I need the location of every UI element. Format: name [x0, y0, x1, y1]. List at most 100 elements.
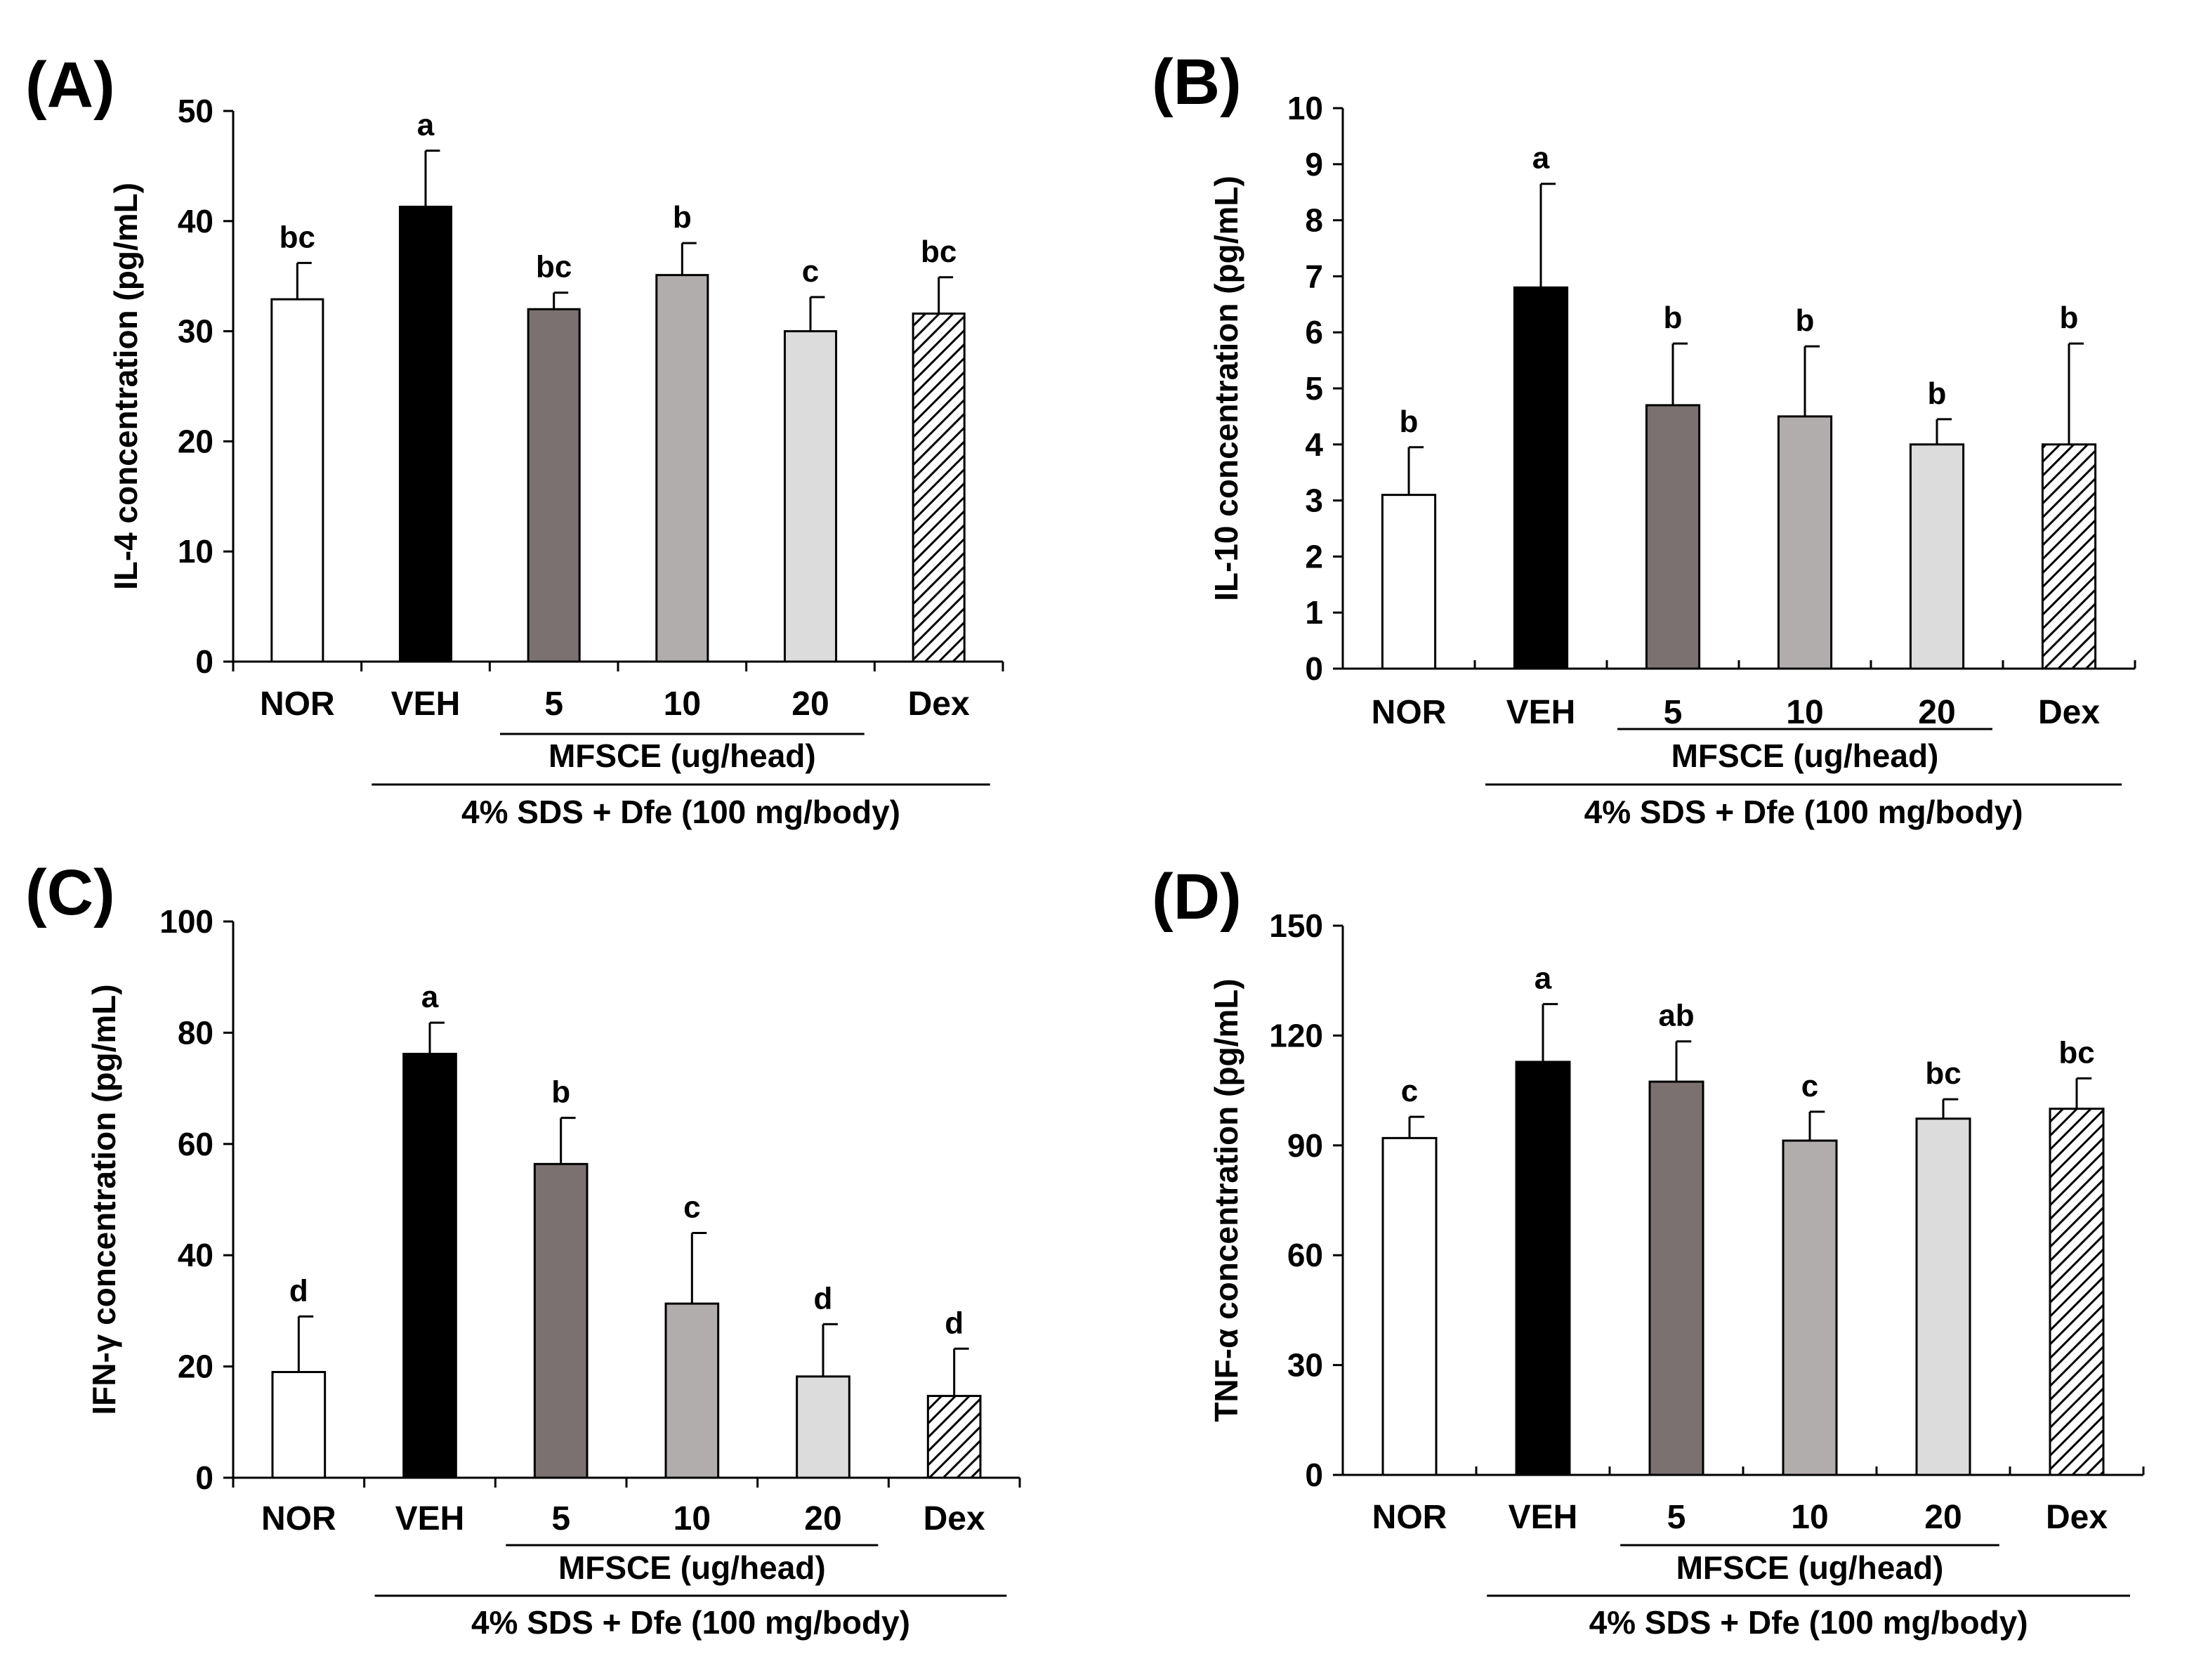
x-category-label: 5 [1667, 1499, 1686, 1536]
group-label: MFSCE (ug/head) [548, 737, 816, 774]
bar-veh [1515, 1061, 1571, 1476]
bar-20 [1915, 1117, 1971, 1476]
significance-letter: d [814, 1281, 833, 1315]
bar-nor [1381, 494, 1437, 670]
group-label: MFSCE (ug/head) [1676, 1549, 1944, 1586]
x-category-label: 20 [791, 685, 829, 723]
treatment-label: 4% SDS + Dfe (100 mg/body) [1584, 794, 2023, 830]
significance-letter: b [2060, 301, 2079, 335]
significance-letter: d [945, 1306, 964, 1340]
y-tick-label: 150 [1269, 907, 1323, 944]
significance-letter: bc [536, 250, 572, 284]
significance-letter: bc [921, 235, 957, 269]
bar-veh [1513, 286, 1569, 670]
bar-5 [527, 308, 581, 663]
treatment-label: 4% SDS + Dfe (100 mg/body) [461, 794, 900, 830]
y-tick-label: 50 [178, 93, 213, 129]
y-tick-label: 30 [178, 313, 213, 350]
x-category-label: VEH [1509, 1499, 1578, 1536]
y-tick-label: 5 [1305, 370, 1323, 407]
significance-letter: c [683, 1190, 700, 1225]
x-category-label: 10 [674, 1500, 711, 1537]
y-tick-label: 40 [178, 203, 213, 239]
group-label: MFSCE (ug/head) [1671, 737, 1939, 774]
significance-letter: b [673, 200, 692, 235]
x-category-label: NOR [1372, 694, 1447, 731]
significance-letter: bc [1925, 1056, 1961, 1091]
y-tick-label: 60 [178, 1126, 213, 1162]
x-category-label: 10 [664, 685, 701, 723]
y-tick-label: 2 [1305, 538, 1323, 575]
significance-letter: b [1796, 303, 1815, 338]
x-category-label: NOR [1372, 1499, 1447, 1536]
x-category-label: NOR [260, 685, 335, 723]
x-category-label: 20 [1924, 1499, 1962, 1536]
y-tick-label: 8 [1305, 202, 1323, 239]
significance-letter: a [421, 980, 439, 1014]
bar-20 [1909, 443, 1965, 670]
bar-5 [1645, 404, 1701, 670]
y-tick-label: 80 [178, 1014, 213, 1051]
x-category-label: 10 [1791, 1499, 1828, 1536]
bar-5 [533, 1162, 589, 1479]
x-category-label: VEH [391, 685, 461, 723]
x-category-label: Dex [924, 1500, 985, 1537]
x-category-label: Dex [908, 685, 970, 723]
bar-dex [926, 1395, 982, 1479]
y-tick-label: 0 [1305, 1457, 1323, 1493]
y-tick-label: 6 [1305, 314, 1323, 350]
x-category-label: 10 [1786, 694, 1823, 731]
panel-label: (C) [25, 857, 115, 928]
y-axis-title: TNF-α concentration (pg/mL) [1208, 978, 1244, 1422]
bar-veh [402, 1052, 457, 1479]
significance-letter: c [1401, 1074, 1418, 1108]
x-category-label: NOR [261, 1500, 336, 1537]
y-tick-label: 0 [1305, 650, 1323, 687]
x-category-label: 20 [804, 1500, 841, 1537]
y-tick-label: 10 [178, 533, 213, 570]
y-tick-label: 10 [1287, 90, 1323, 126]
y-tick-label: 0 [195, 1459, 213, 1496]
x-category-label: VEH [395, 1500, 465, 1537]
x-category-label: VEH [1506, 694, 1576, 731]
bar-10 [1777, 415, 1833, 670]
y-axis-title: IL-4 concentration (pg/mL) [107, 183, 144, 590]
x-category-label: Dex [2038, 694, 2100, 731]
y-tick-label: 20 [178, 1348, 213, 1385]
group-label: MFSCE (ug/head) [558, 1549, 826, 1586]
bar-20 [796, 1375, 850, 1479]
y-axis-title: IFN-γ concentration (pg/mL) [86, 984, 122, 1415]
significance-letter: b [1928, 376, 1947, 411]
bar-veh [398, 205, 453, 663]
y-axis-title: IL-10 concentration (pg/mL) [1208, 176, 1244, 601]
y-tick-label: 3 [1305, 483, 1323, 519]
x-category-label: 20 [1918, 694, 1955, 731]
significance-letter: bc [2058, 1035, 2094, 1070]
bar-5 [1648, 1080, 1704, 1476]
bar-20 [783, 330, 838, 663]
significance-letter: c [802, 254, 819, 289]
significance-letter: ab [1658, 999, 1694, 1033]
y-tick-label: 9 [1305, 146, 1323, 183]
bar-nor [1381, 1136, 1438, 1476]
significance-letter: c [1801, 1069, 1818, 1103]
bar-dex [2041, 443, 2097, 670]
x-category-label: Dex [2046, 1499, 2108, 1536]
y-tick-label: 40 [178, 1237, 213, 1273]
y-tick-label: 7 [1305, 258, 1323, 294]
y-tick-label: 4 [1305, 426, 1323, 463]
treatment-label: 4% SDS + Dfe (100 mg/body) [471, 1604, 910, 1641]
significance-letter: a [1535, 962, 1552, 996]
chart-panel-c: (C) IFN-γ concentration (pg/mL) 0 20 40 60 80 1… [25, 857, 1021, 1641]
x-category-label: 5 [544, 685, 563, 723]
x-category-label: 5 [1664, 694, 1683, 731]
bar-dex [2049, 1108, 2105, 1476]
significance-letter: d [289, 1273, 308, 1308]
bar-10 [1782, 1139, 1838, 1476]
panel-label: (D) [1152, 861, 1242, 933]
panel-label: (B) [1152, 46, 1242, 118]
chart-panel-b: (B) IL-10 concentration (pg/mL) 0 1 2 3 4 5 6 7 8 9… [1152, 46, 2136, 830]
panel-label: (A) [25, 49, 115, 121]
bar-10 [655, 274, 709, 663]
